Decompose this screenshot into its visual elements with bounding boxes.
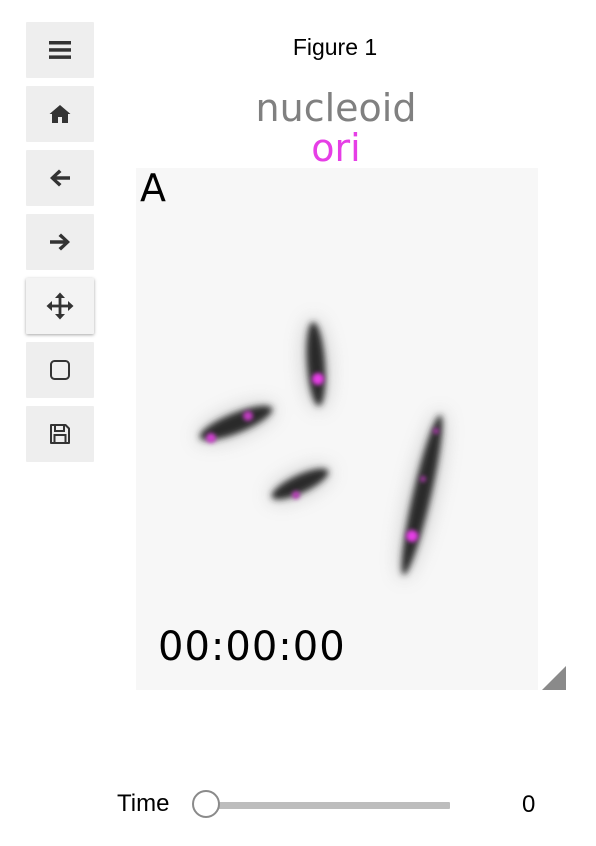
cell — [271, 468, 329, 500]
hamburger-menu-icon — [49, 41, 71, 59]
cell — [306, 322, 326, 406]
pan-button[interactable] — [26, 278, 94, 334]
legend-ori-label: ori — [311, 126, 361, 170]
back-button[interactable] — [26, 150, 94, 206]
ori-spot — [206, 433, 216, 443]
move-arrows-icon — [46, 292, 74, 320]
cell — [199, 405, 273, 441]
ori-spot — [243, 411, 253, 421]
rounded-square-icon — [50, 360, 70, 380]
cell — [401, 415, 443, 575]
ori-spot — [406, 530, 418, 542]
cells-image — [196, 318, 446, 579]
legend-nucleoid-label: nucleoid — [255, 86, 417, 130]
microscopy-image[interactable] — [136, 168, 538, 690]
save-button[interactable] — [26, 406, 94, 462]
ori-spot — [312, 373, 324, 385]
home-button[interactable] — [26, 86, 94, 142]
time-slider-track[interactable] — [206, 802, 450, 809]
arrow-right-icon — [50, 233, 70, 251]
resize-handle-icon[interactable] — [542, 666, 566, 690]
zoom-rect-button[interactable] — [26, 342, 94, 398]
panel-label: A — [140, 166, 166, 210]
ori-spots — [206, 373, 439, 542]
menu-button[interactable] — [26, 22, 94, 78]
ori-spot — [292, 491, 300, 499]
time-slider-thumb[interactable] — [192, 790, 220, 818]
timestamp-label: 00:00:00 — [158, 624, 346, 670]
floppy-disk-icon — [50, 424, 70, 444]
figure-title: Figure 1 — [292, 34, 378, 60]
ori-spot — [420, 476, 426, 482]
forward-button[interactable] — [26, 214, 94, 270]
ori-spot — [433, 428, 439, 434]
home-icon — [49, 105, 71, 123]
arrow-left-icon — [50, 169, 70, 187]
time-slider-label: Time — [117, 790, 170, 817]
time-slider-value: 0 — [522, 791, 536, 818]
